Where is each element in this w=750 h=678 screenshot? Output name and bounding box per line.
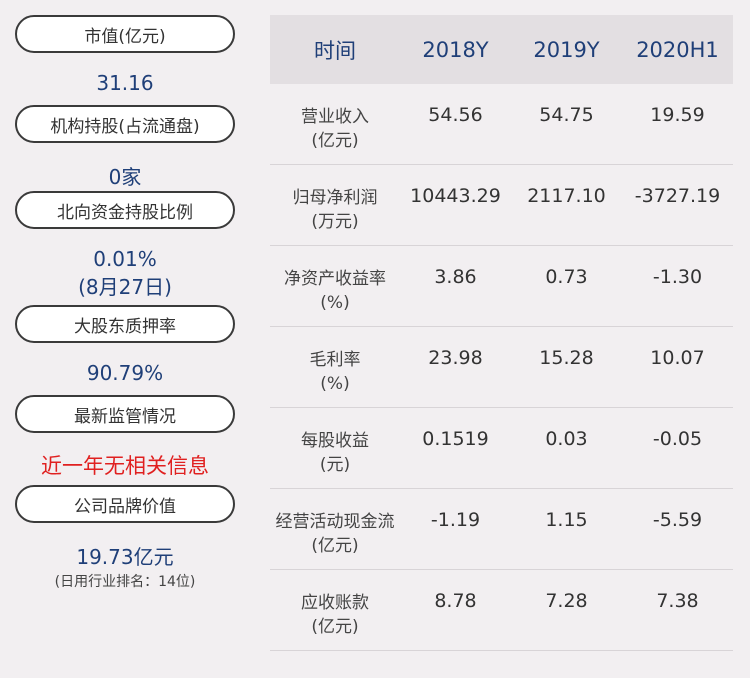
table-cell: 10.07 (650, 347, 705, 369)
market-cap-label: 市值(亿元) (15, 15, 235, 53)
table-cell: 15.28 (539, 347, 594, 369)
brand-value-value: 19.73亿元 (76, 545, 174, 569)
table-row: 营业收入 (亿元) 54.56 54.75 19.59 (270, 84, 733, 165)
pledge-ratio-label: 大股东质押率 (15, 305, 235, 343)
table-cell: 7.38 (656, 590, 699, 612)
northbound-holding-date: (8月27日) (78, 275, 172, 299)
table-cell: 8.78 (434, 590, 477, 612)
header-2020h1: 2020H1 (636, 37, 719, 62)
regulatory-status-label: 最新监管情况 (15, 395, 235, 433)
table-cell: -1.19 (430, 509, 481, 531)
market-cap-value: 31.16 (96, 71, 154, 95)
row-label: 净资产收益率 (%) (284, 269, 386, 313)
table-cell: 1.15 (545, 509, 588, 531)
table-row: 毛利率 (%) 23.98 15.28 10.07 (270, 327, 733, 408)
header-2019y: 2019Y (533, 37, 600, 62)
table-cell: -5.59 (652, 509, 703, 531)
header-2018y: 2018Y (422, 37, 489, 62)
table-cell: -1.30 (652, 266, 703, 288)
stock-summary-panel: 市值(亿元) 31.16 机构持股(占流通盘) 0家 北向资金持股比例 0.01… (15, 15, 235, 591)
table-cell: 0.73 (545, 266, 588, 288)
brand-value-rank-note: (日用行业排名：14位) (54, 574, 196, 590)
table-cell: 0.03 (545, 428, 588, 450)
row-label: 经营活动现金流 (亿元) (275, 512, 395, 556)
institutional-holding-value: 0家 (108, 165, 142, 189)
header-period: 时间 (314, 38, 356, 63)
table-cell: 7.28 (545, 590, 588, 612)
table-cell: 23.98 (428, 347, 483, 369)
table-row: 应收账款 (亿元) 8.78 7.28 7.38 (270, 570, 733, 651)
row-label: 归母净利润 (万元) (292, 188, 378, 232)
financial-table: 时间 2018Y 2019Y 2020H1 营业收入 (亿元) 54.56 54.… (270, 15, 733, 651)
row-label: 每股收益 (元) (301, 431, 369, 475)
institutional-holding-label: 机构持股(占流通盘) (15, 105, 235, 143)
row-label: 毛利率 (%) (309, 350, 361, 394)
table-cell: 10443.29 (410, 185, 501, 207)
table-row: 归母净利润 (万元) 10443.29 2117.10 -3727.19 (270, 165, 733, 246)
table-row: 经营活动现金流 (亿元) -1.19 1.15 -5.59 (270, 489, 733, 570)
table-row: 净资产收益率 (%) 3.86 0.73 -1.30 (270, 246, 733, 327)
table-cell: 3.86 (434, 266, 477, 288)
row-label: 营业收入 (亿元) (301, 107, 369, 151)
northbound-holding-value: 0.01% (93, 247, 157, 271)
table-row: 每股收益 (元) 0.1519 0.03 -0.05 (270, 408, 733, 489)
northbound-holding-label: 北向资金持股比例 (15, 191, 235, 229)
regulatory-status-value: 近一年无相关信息 (41, 454, 209, 478)
brand-value-label: 公司品牌价值 (15, 485, 235, 523)
table-cell: 54.75 (539, 104, 594, 126)
table-cell: 0.1519 (422, 428, 489, 450)
pledge-ratio-value: 90.79% (86, 361, 164, 385)
table-header: 时间 2018Y 2019Y 2020H1 (270, 15, 733, 84)
table-cell: 19.59 (650, 104, 705, 126)
table-cell: -0.05 (652, 428, 703, 450)
table-cell: -3727.19 (634, 185, 721, 207)
table-cell: 54.56 (428, 104, 483, 126)
table-cell: 2117.10 (527, 185, 606, 207)
row-label: 应收账款 (亿元) (301, 593, 369, 637)
